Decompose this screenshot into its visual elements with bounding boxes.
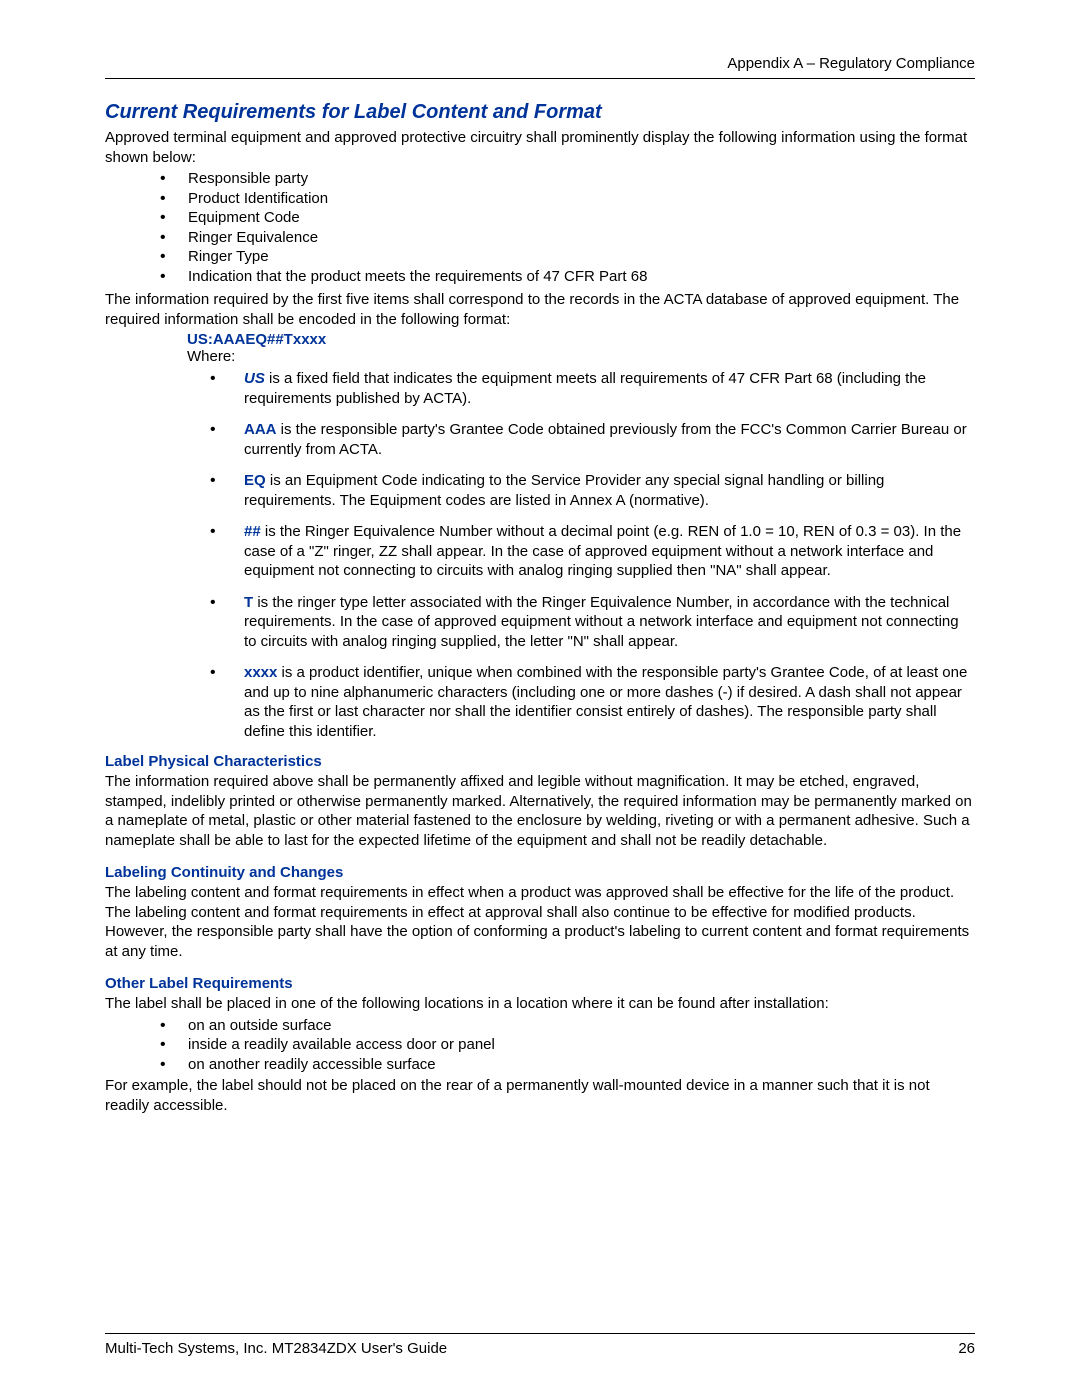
page-container: Appendix A – Regulatory Compliance Curre… bbox=[0, 0, 1080, 1157]
requirements-list: Responsible party Product Identification… bbox=[105, 169, 975, 286]
list-item: Indication that the product meets the re… bbox=[160, 267, 975, 287]
definition-item: T is the ringer type letter associated w… bbox=[210, 593, 975, 652]
section-heading-continuity: Labeling Continuity and Changes bbox=[105, 864, 975, 881]
page-footer: Multi-Tech Systems, Inc. MT2834ZDX User'… bbox=[105, 1333, 975, 1357]
format-code: US:AAAEQ##Txxxx bbox=[187, 331, 975, 348]
definition-item: EQ is an Equipment Code indicating to th… bbox=[210, 471, 975, 510]
list-item: Responsible party bbox=[160, 169, 975, 189]
list-item: on an outside surface bbox=[160, 1016, 975, 1036]
section-body-physical: The information required above shall be … bbox=[105, 772, 975, 850]
list-item: Ringer Equivalence bbox=[160, 228, 975, 248]
footer-page-number: 26 bbox=[958, 1340, 975, 1357]
section-intro-other: The label shall be placed in one of the … bbox=[105, 994, 975, 1014]
footer-left: Multi-Tech Systems, Inc. MT2834ZDX User'… bbox=[105, 1340, 447, 1357]
list-item: Product Identification bbox=[160, 189, 975, 209]
definition-text: is the ringer type letter associated wit… bbox=[244, 594, 959, 650]
intro-paragraph-1: Approved terminal equipment and approved… bbox=[105, 128, 975, 167]
definition-item: US is a fixed field that indicates the e… bbox=[210, 369, 975, 408]
definition-term: ## bbox=[244, 523, 261, 540]
list-item: inside a readily available access door o… bbox=[160, 1035, 975, 1055]
definition-item: xxxx is a product identifier, unique whe… bbox=[210, 663, 975, 741]
intro-paragraph-2: The information required by the first fi… bbox=[105, 290, 975, 329]
list-item: on another readily accessible surface bbox=[160, 1055, 975, 1075]
page-header: Appendix A – Regulatory Compliance bbox=[105, 55, 975, 79]
format-block: US:AAAEQ##Txxxx Where: bbox=[105, 331, 975, 365]
definition-term: xxxx bbox=[244, 664, 277, 681]
where-label: Where: bbox=[187, 348, 975, 365]
definition-term: US bbox=[244, 370, 265, 387]
definition-term: AAA bbox=[244, 421, 277, 438]
definition-text: is a product identifier, unique when com… bbox=[244, 664, 967, 740]
list-item: Ringer Type bbox=[160, 247, 975, 267]
definition-text: is the Ringer Equivalence Number without… bbox=[244, 523, 961, 579]
definition-term: EQ bbox=[244, 472, 266, 489]
definition-text: is a fixed field that indicates the equi… bbox=[244, 370, 926, 407]
definition-text: is the responsible party's Grantee Code … bbox=[244, 421, 967, 458]
section-body-continuity: The labeling content and format requirem… bbox=[105, 883, 975, 961]
section-heading-physical: Label Physical Characteristics bbox=[105, 753, 975, 770]
definition-item: ## is the Ringer Equivalence Number with… bbox=[210, 522, 975, 581]
section-outro-other: For example, the label should not be pla… bbox=[105, 1076, 975, 1115]
definitions-list: US is a fixed field that indicates the e… bbox=[105, 369, 975, 741]
list-item: Equipment Code bbox=[160, 208, 975, 228]
section-heading-other: Other Label Requirements bbox=[105, 975, 975, 992]
main-title: Current Requirements for Label Content a… bbox=[105, 101, 975, 124]
definition-term: T bbox=[244, 594, 253, 611]
locations-list: on an outside surface inside a readily a… bbox=[105, 1016, 975, 1075]
definition-item: AAA is the responsible party's Grantee C… bbox=[210, 420, 975, 459]
definition-text: is an Equipment Code indicating to the S… bbox=[244, 472, 884, 509]
